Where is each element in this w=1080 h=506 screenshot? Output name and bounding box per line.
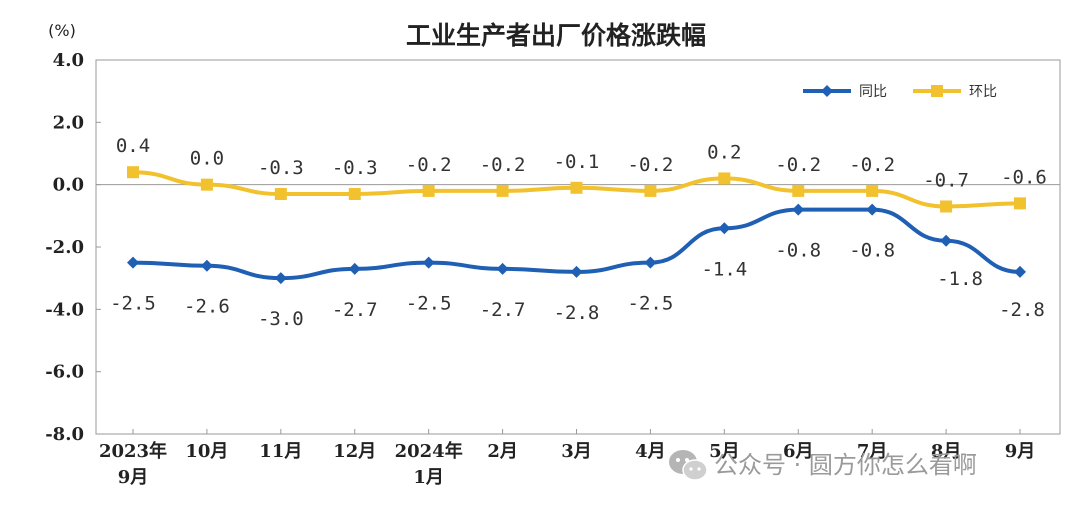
series-point-yoy <box>496 262 509 275</box>
data-label-yoy: -3.0 <box>258 308 304 330</box>
data-label-mom: -0.2 <box>628 154 674 176</box>
series-point-mom <box>496 184 509 197</box>
series-point-yoy <box>422 256 435 269</box>
series-point-yoy <box>570 265 583 278</box>
legend: 同比 环比 <box>803 84 997 100</box>
data-label-yoy: -2.5 <box>110 293 156 315</box>
watermark: 公众号 · 圆方你怎么看啊 <box>669 450 977 481</box>
x-tick-label: 10月 <box>185 441 228 462</box>
plot-frame <box>95 59 1061 435</box>
y-tick-label: -8.0 <box>45 424 84 445</box>
series-point-yoy <box>792 203 805 216</box>
x-tick-label: 1月 <box>413 467 444 488</box>
data-label-yoy: -2.7 <box>480 299 526 321</box>
data-label-mom: -0.6 <box>1001 166 1047 188</box>
series-layer <box>127 166 1026 285</box>
data-label-mom: -0.2 <box>849 154 895 176</box>
legend-marker <box>931 85 943 97</box>
data-label-yoy: -0.8 <box>849 240 895 262</box>
y-tick-labels: 4.0 2.0 0.0 -2.0 -4.0 -6.0 -8.0 <box>45 50 101 445</box>
legend-label: 同比 <box>859 84 887 100</box>
series-point-mom <box>718 172 731 185</box>
y-tick-label: -6.0 <box>45 362 84 383</box>
data-label-yoy: -1.4 <box>701 258 747 280</box>
series-point-mom <box>1014 197 1026 210</box>
x-tick-label: 9月 <box>118 467 149 488</box>
y-tick-label: 2.0 <box>53 112 84 133</box>
y-tick-label: -4.0 <box>45 299 84 320</box>
data-label-mom: -0.3 <box>258 157 304 179</box>
x-tick-label: 9月 <box>1005 441 1036 462</box>
y-tick-label: 4.0 <box>53 50 84 71</box>
data-label-mom: -0.2 <box>480 154 526 176</box>
series-point-mom <box>866 184 879 197</box>
data-label-yoy: -2.8 <box>999 299 1045 321</box>
data-label-mom: -0.2 <box>775 154 821 176</box>
data-label-yoy: -2.8 <box>554 302 600 324</box>
x-tick-label: 5月 <box>709 441 740 462</box>
series-point-yoy <box>940 234 953 247</box>
series-point-yoy <box>866 203 879 216</box>
data-label-mom: 0.0 <box>190 148 224 170</box>
data-label-mom: -0.3 <box>332 157 378 179</box>
series-point-mom <box>940 200 953 213</box>
x-tick-label: 4月 <box>635 441 666 462</box>
data-label-mom: 0.4 <box>116 135 150 157</box>
series-point-mom <box>200 178 213 191</box>
data-label-yoy: -2.5 <box>406 293 452 315</box>
legend-marker <box>821 85 833 97</box>
series-point-yoy <box>127 256 139 269</box>
data-label-mom: -0.2 <box>406 154 452 176</box>
x-tick-label: 11月 <box>259 441 302 462</box>
series-point-mom <box>570 181 583 194</box>
data-label-mom: -0.7 <box>923 169 969 191</box>
data-label-mom: 0.2 <box>707 141 741 163</box>
x-tick-label: 2023年 <box>99 440 167 462</box>
series-point-yoy <box>718 222 731 235</box>
wechat-icon <box>669 450 708 481</box>
data-label-yoy: -2.5 <box>628 293 674 315</box>
series-point-yoy <box>200 259 213 272</box>
series-point-yoy <box>274 272 287 285</box>
series-point-mom <box>644 184 657 197</box>
x-tick-label: 6月 <box>783 441 814 462</box>
x-tick-labels: 2023年 9月 10月 11月 12月 2024年 1月 2月 3月 4月 5月 6月 7月 8月 9月 <box>99 429 1035 488</box>
series-point-yoy <box>644 256 657 269</box>
y-tick-label: -2.0 <box>45 237 84 258</box>
x-tick-label: 2月 <box>487 441 518 462</box>
data-label-yoy: -1.8 <box>937 268 983 290</box>
y-tick-label: 0.0 <box>53 175 84 196</box>
data-label-yoy: -2.7 <box>332 299 378 321</box>
series-point-yoy <box>1014 265 1026 278</box>
series-point-mom <box>792 184 805 197</box>
x-tick-label: 3月 <box>561 441 592 462</box>
data-label-yoy: -2.6 <box>184 296 230 318</box>
x-tick-label: 7月 <box>857 441 888 462</box>
series-point-mom <box>422 184 435 197</box>
data-labels: -2.5 -2.6 -3.0 -2.7 -2.5 -2.7 -2.8 -2.5 -1.4 -0.8… <box>110 135 1047 330</box>
watermark-text: 公众号 · 圆方你怎么看啊 <box>714 451 977 479</box>
y-axis-unit: (%) <box>48 21 76 40</box>
series-point-mom <box>348 188 361 201</box>
x-tick-label: 2024年 <box>395 440 463 462</box>
data-label-yoy: -0.8 <box>775 240 821 262</box>
series-point-yoy <box>348 262 361 275</box>
series-point-mom <box>274 188 287 201</box>
x-tick-label: 8月 <box>931 441 962 462</box>
chart-title: 工业生产者出厂价格涨跌幅 <box>406 21 706 50</box>
legend-label: 环比 <box>969 84 997 100</box>
data-label-mom: -0.1 <box>554 151 600 173</box>
x-tick-label: 12月 <box>333 441 376 462</box>
series-point-mom <box>127 166 139 179</box>
